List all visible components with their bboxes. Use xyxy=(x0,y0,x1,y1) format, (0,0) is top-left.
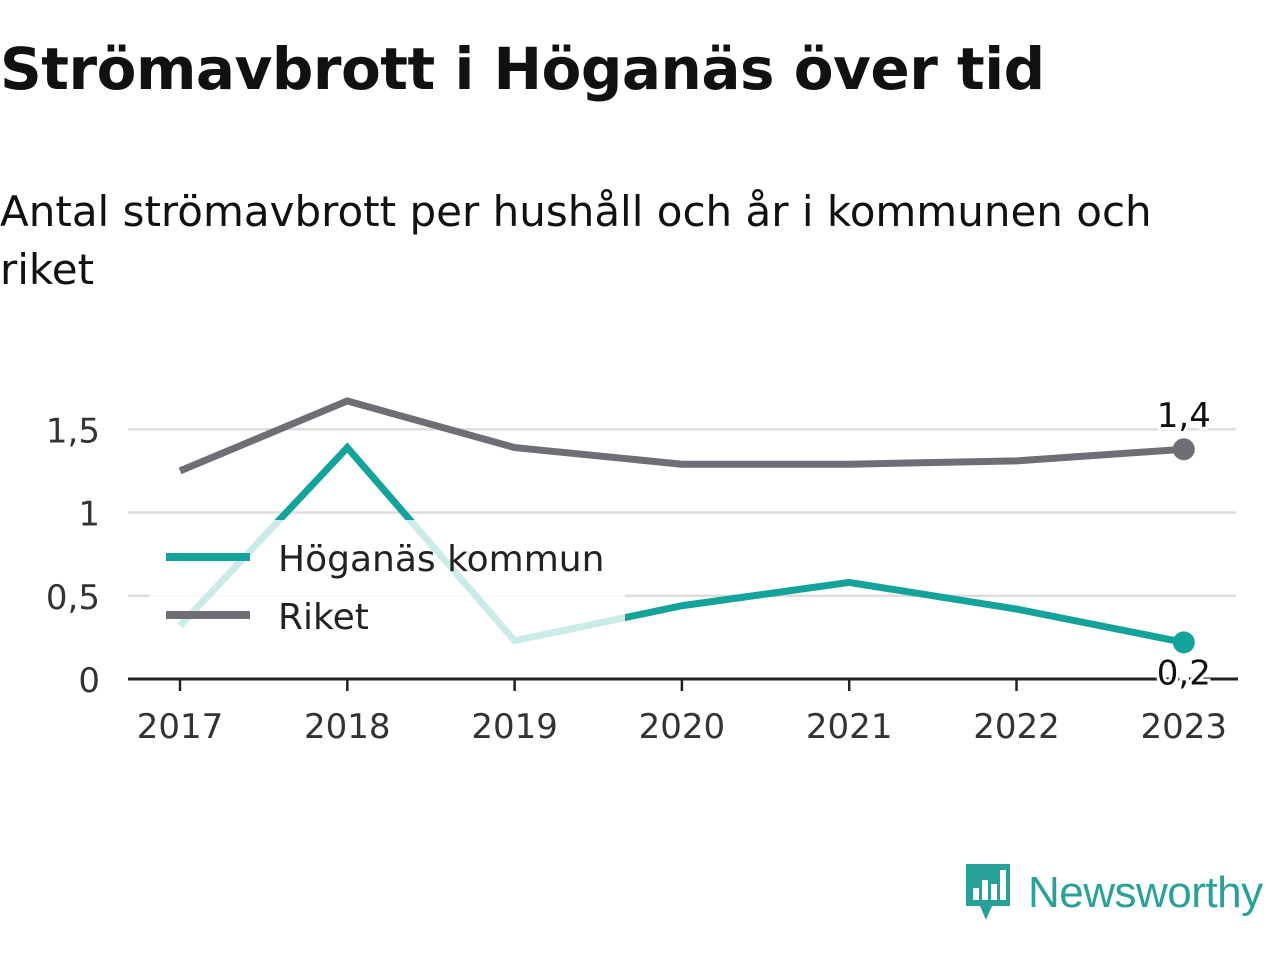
end-markers: 0,2 1,4 xyxy=(1154,393,1214,696)
end-label-riket: 1,4 xyxy=(1157,396,1211,436)
series-lines xyxy=(177,397,1185,646)
x-tick-label: 2018 xyxy=(304,707,391,747)
y-tick-label: 0,5 xyxy=(46,578,100,618)
x-axis-ticks: 2017 2018 2019 2020 2021 2022 2023 xyxy=(137,679,1227,747)
y-tick-label: 1,5 xyxy=(46,411,100,451)
legend-label-riket: Riket xyxy=(278,597,369,638)
end-label-hoganas: 0,2 xyxy=(1157,653,1211,693)
chart-subtitle: Antal strömavbrott per hushåll och år i … xyxy=(0,187,1152,294)
x-tick-label: 2023 xyxy=(1141,707,1228,747)
end-marker-hoganas xyxy=(1172,631,1195,654)
legend-label-hoganas: Höganäs kommun xyxy=(278,539,604,580)
series-line-hoganas xyxy=(177,442,1185,646)
newsworthy-logo-text: Newsworthy xyxy=(1028,868,1263,917)
x-tick-label: 2022 xyxy=(973,707,1060,747)
legend-background xyxy=(150,520,625,645)
y-tick-label: 1 xyxy=(78,495,100,535)
chart-title: Strömavbrott i Höganäs över tid xyxy=(0,35,1045,103)
x-tick-label: 2019 xyxy=(471,707,558,747)
newsworthy-logo: Newsworthy xyxy=(962,862,1263,924)
newsworthy-logo-icon xyxy=(966,864,1010,920)
legend: Höganäs kommun Riket xyxy=(166,539,604,638)
x-tick-label: 2017 xyxy=(137,707,224,747)
x-tick-label: 2021 xyxy=(806,707,893,747)
y-tick-label: 0 xyxy=(78,661,100,701)
x-tick-label: 2020 xyxy=(639,707,726,747)
end-marker-riket xyxy=(1172,438,1195,461)
series-line-riket xyxy=(178,397,1185,475)
y-axis-ticks: 0 0,5 1 1,5 xyxy=(46,411,100,701)
